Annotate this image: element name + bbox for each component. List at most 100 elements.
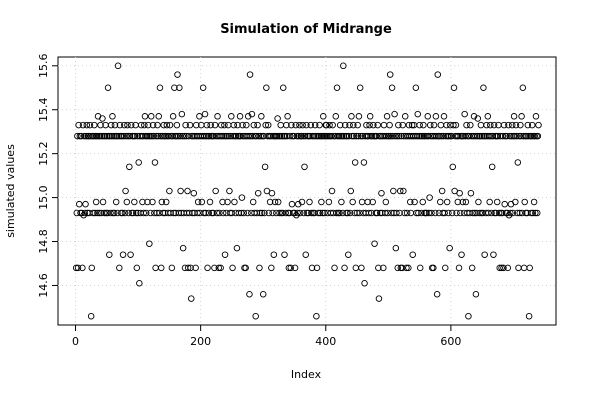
point: [346, 209, 354, 217]
point: [380, 264, 387, 272]
point: [256, 209, 264, 217]
point: [312, 132, 320, 140]
point: [147, 209, 154, 217]
point: [296, 209, 304, 217]
point: [469, 209, 477, 217]
point: [249, 132, 256, 140]
point: [244, 209, 251, 217]
point: [366, 121, 373, 129]
point: [448, 209, 456, 217]
point: [250, 121, 258, 129]
point: [223, 132, 231, 140]
point: [498, 264, 505, 272]
point: [365, 209, 373, 217]
point: [252, 312, 259, 320]
point: [419, 198, 426, 206]
point: [167, 209, 174, 217]
point: [489, 132, 497, 140]
point: [341, 121, 349, 129]
point: [321, 209, 328, 217]
point: [268, 264, 275, 272]
point: [176, 132, 184, 140]
point: [220, 132, 228, 140]
point: [474, 115, 482, 122]
point: [111, 121, 119, 129]
point: [157, 264, 165, 272]
point: [387, 132, 395, 140]
point: [294, 200, 302, 208]
point: [488, 209, 495, 217]
point: [193, 121, 200, 129]
point: [234, 121, 241, 129]
point: [405, 121, 413, 129]
point: [253, 132, 260, 140]
plot-box: [57, 56, 557, 326]
point: [92, 198, 100, 206]
point: [113, 132, 121, 140]
point: [385, 132, 393, 140]
point: [115, 132, 122, 140]
point: [506, 132, 513, 140]
point: [512, 198, 519, 206]
point: [408, 121, 416, 129]
point: [116, 121, 124, 129]
point: [237, 132, 244, 140]
point: [370, 121, 377, 129]
point: [151, 159, 159, 166]
point: [468, 264, 476, 272]
point: [351, 209, 358, 217]
point: [277, 121, 284, 129]
point: [433, 290, 441, 298]
point: [87, 312, 95, 320]
point: [388, 209, 395, 217]
point: [508, 132, 515, 140]
point: [233, 132, 240, 140]
point: [473, 209, 480, 217]
point: [353, 132, 360, 140]
point: [123, 198, 131, 206]
point: [266, 198, 274, 206]
point: [477, 132, 484, 140]
point: [354, 121, 361, 129]
point: [329, 121, 336, 129]
point: [441, 209, 448, 217]
point: [97, 121, 104, 129]
point: [458, 251, 465, 258]
point: [515, 132, 523, 140]
point: [249, 198, 257, 206]
point: [186, 209, 193, 217]
point: [518, 113, 525, 120]
point: [165, 132, 172, 140]
point: [449, 163, 457, 171]
point: [381, 209, 389, 217]
y-axis-label: simulated values: [4, 144, 17, 238]
point: [340, 132, 348, 140]
point: [340, 62, 347, 70]
point: [432, 113, 440, 120]
point: [118, 132, 126, 140]
point: [282, 209, 289, 217]
point: [528, 132, 535, 140]
point: [89, 209, 97, 217]
point: [470, 113, 478, 120]
point: [96, 132, 104, 140]
point: [261, 163, 269, 171]
point: [72, 264, 80, 272]
point: [338, 198, 345, 206]
point: [107, 209, 114, 217]
chart-title: Simulation of Midrange: [220, 22, 392, 37]
point: [516, 209, 523, 217]
point: [363, 121, 370, 129]
point: [202, 209, 209, 217]
y-tick-label: 15.0: [37, 185, 50, 210]
point: [462, 132, 469, 140]
point: [238, 209, 245, 217]
point: [300, 209, 308, 217]
point: [485, 209, 492, 217]
point: [520, 132, 527, 140]
point: [79, 121, 87, 129]
point: [437, 121, 445, 129]
point: [331, 264, 338, 272]
point: [210, 132, 218, 140]
point: [91, 209, 99, 217]
